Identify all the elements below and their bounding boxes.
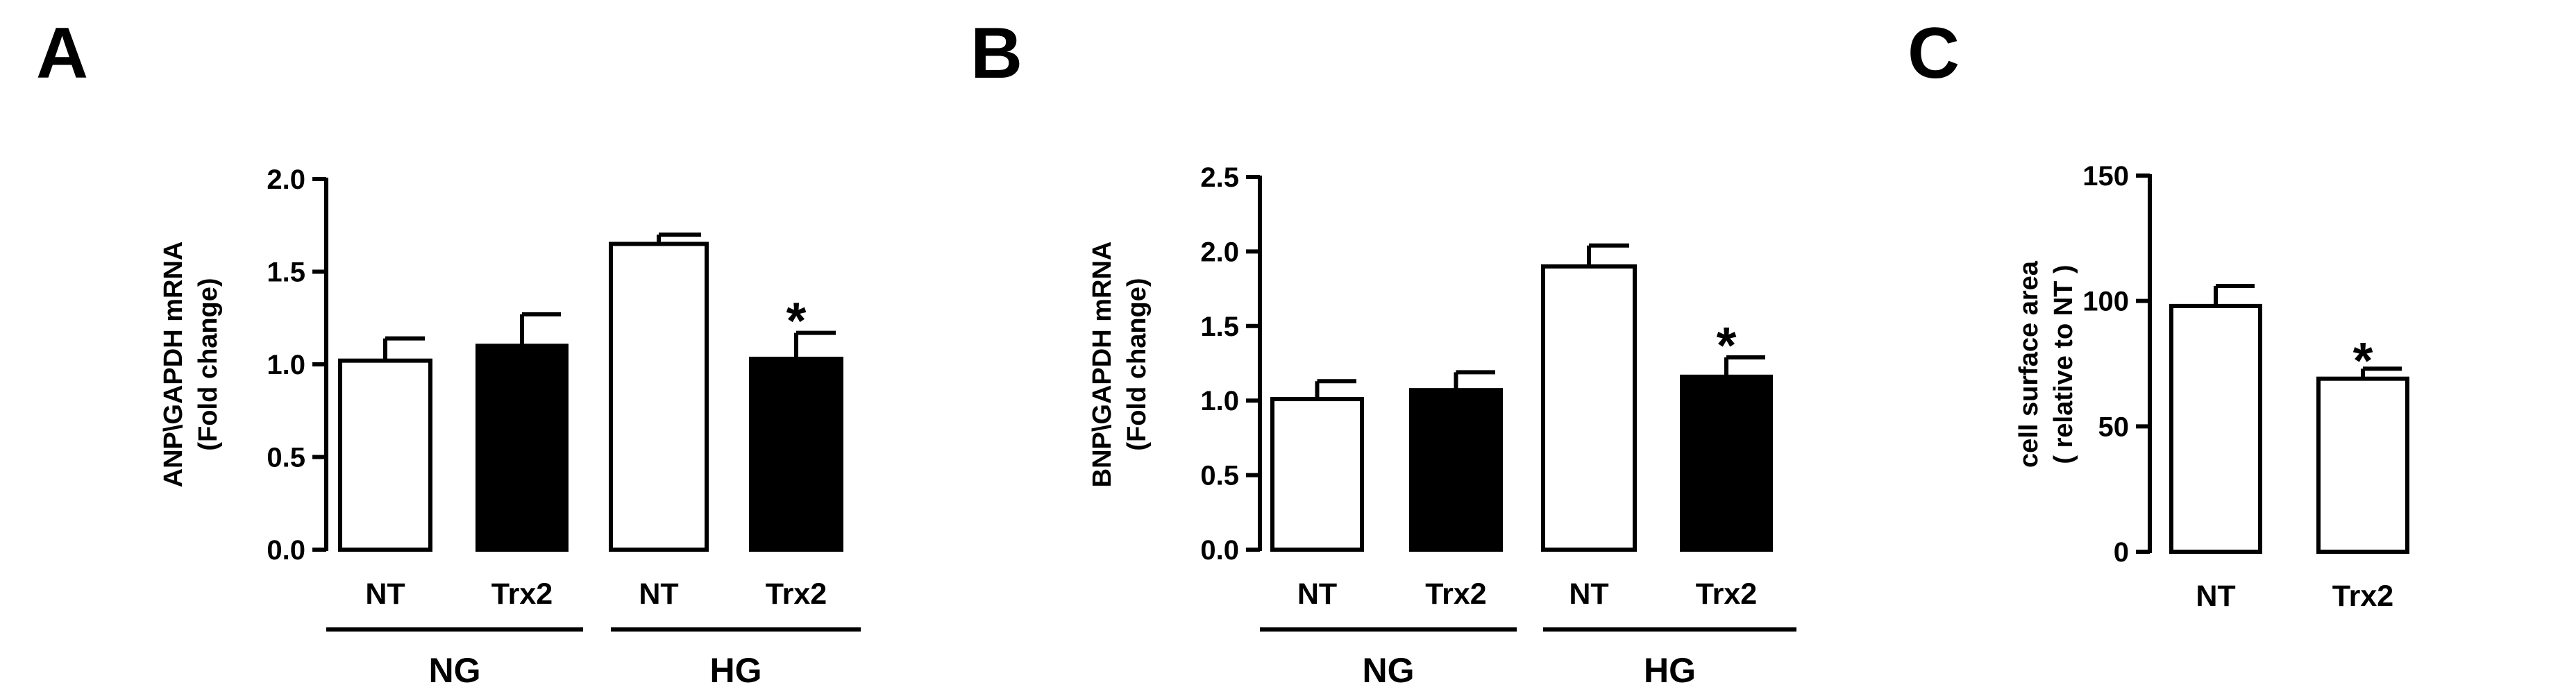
bar-trx2 (749, 356, 843, 552)
y-tick-label: 0.5 (1200, 461, 1239, 491)
category-label: NT (1297, 577, 1337, 611)
bar-trx2 (1409, 388, 1503, 552)
panel-letter: C (1908, 13, 1960, 94)
y-tick-label: 1.5 (1200, 312, 1239, 342)
chart-panel-c: C 0 50 100 150 cell surface area( relative to… (1908, 13, 2409, 613)
y-axis-label: (Fold change) (1122, 278, 1152, 450)
significance-star: * (786, 292, 807, 350)
bar-nt (1270, 397, 1364, 552)
y-tick-label: 100 (2082, 287, 2129, 317)
y-tick-label: 2.5 (1200, 162, 1239, 193)
y-tick-label: 0 (2114, 537, 2129, 568)
significance-star: * (1717, 316, 1737, 374)
panel-letter: A (36, 13, 88, 94)
bar-nt (2169, 303, 2262, 554)
bar-trx2 (1680, 374, 1773, 552)
bar-trx2 (475, 344, 569, 552)
y-tick-label: 1.5 (267, 257, 305, 288)
y-axis-label: ANP\GAPDH mRNA (159, 242, 188, 488)
panel-letter: B (970, 13, 1022, 94)
y-axis-label: BNP\GAPDH mRNA (1088, 242, 1117, 488)
y-tick-label: 0.0 (1200, 535, 1239, 566)
bar-nt (1541, 264, 1637, 552)
y-tick-label: 2.0 (1200, 237, 1239, 267)
category-label: NT (2196, 579, 2235, 613)
bar-trx2 (2316, 376, 2409, 554)
y-tick-label: 50 (2098, 412, 2130, 442)
significance-star: * (2353, 332, 2373, 389)
category-label: NT (365, 577, 405, 611)
y-tick-label: 150 (2082, 161, 2129, 192)
y-axis-label: cell surface area (2014, 260, 2044, 468)
group-label: NG (429, 651, 481, 690)
group-label: NG (1363, 651, 1415, 690)
y-tick-label: 0.0 (267, 535, 305, 566)
category-label: NT (639, 577, 678, 611)
category-label: NT (1569, 577, 1608, 611)
bar-nt (338, 358, 432, 552)
y-axis-label: (Fold change) (194, 278, 223, 450)
y-tick-label: 2.0 (267, 164, 305, 195)
category-label: Trx2 (2332, 579, 2393, 613)
y-tick-label: 0.5 (267, 443, 305, 473)
chart-panel-a: A 0.0 0.5 1.0 1.5 2.0 ANP\GAPDH mRNA (Fold chan… (36, 13, 861, 690)
group-label: HG (1644, 651, 1696, 690)
category-label: Trx2 (1696, 577, 1757, 611)
category-label: Trx2 (766, 577, 827, 611)
category-label: Trx2 (491, 577, 553, 611)
y-tick-label: 1.0 (267, 350, 305, 380)
y-axis-label: ( relative to NT ) (2049, 264, 2078, 464)
group-label: HG (710, 651, 762, 690)
chart-panel-b: B 0.0 0.5 1.0 1.5 2.0 2.5 BNP\GAPDH mRNA (Fold c… (970, 13, 1796, 690)
bar-nt (609, 242, 709, 552)
y-tick-label: 1.0 (1200, 386, 1239, 416)
category-label: Trx2 (1425, 577, 1486, 611)
